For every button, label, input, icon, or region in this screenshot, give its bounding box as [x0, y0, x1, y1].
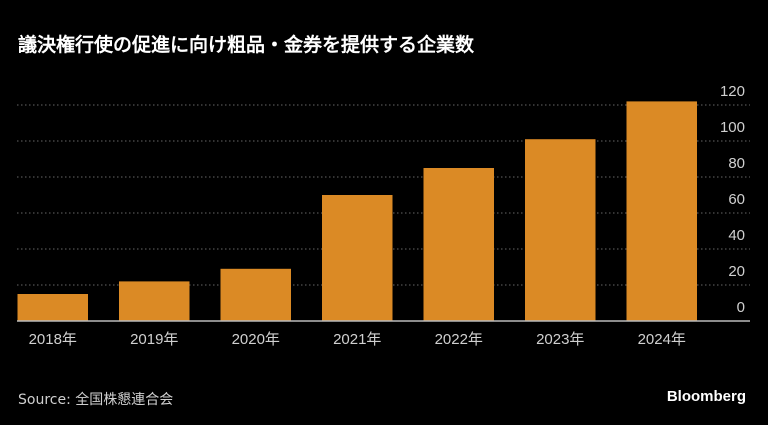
y-tick-label: 80: [728, 155, 745, 172]
x-tick-label: 2022年: [435, 331, 483, 348]
source-note: Source: 全国株懇連合会: [18, 392, 174, 408]
x-tick-label: 2021年: [333, 331, 381, 348]
bar-2021年: [322, 195, 393, 321]
y-tick-label: 120: [720, 83, 745, 100]
x-tick-label: 2024年: [638, 331, 686, 348]
bar-2023年: [525, 139, 596, 321]
bar-2020年: [220, 268, 291, 321]
x-tick-label: 2023年: [536, 331, 584, 348]
bar-2019年: [119, 281, 190, 321]
x-tick-label: 2018年: [29, 331, 77, 348]
bar-2024年: [626, 101, 697, 322]
bar-2018年: [17, 294, 88, 321]
y-tick-label: 100: [720, 119, 745, 136]
bar-2022年: [423, 168, 494, 321]
y-tick-label: 0: [737, 299, 745, 316]
chart-title: 議決権行使の促進に向け粗品・金券を提供する企業数: [18, 34, 475, 56]
y-tick-label: 20: [728, 263, 745, 280]
y-tick-label: 40: [728, 227, 745, 244]
x-tick-label: 2020年: [232, 331, 280, 348]
bloomberg-logo: Bloomberg: [666, 388, 746, 405]
x-tick-label: 2019年: [130, 331, 178, 348]
y-tick-label: 60: [728, 191, 745, 208]
